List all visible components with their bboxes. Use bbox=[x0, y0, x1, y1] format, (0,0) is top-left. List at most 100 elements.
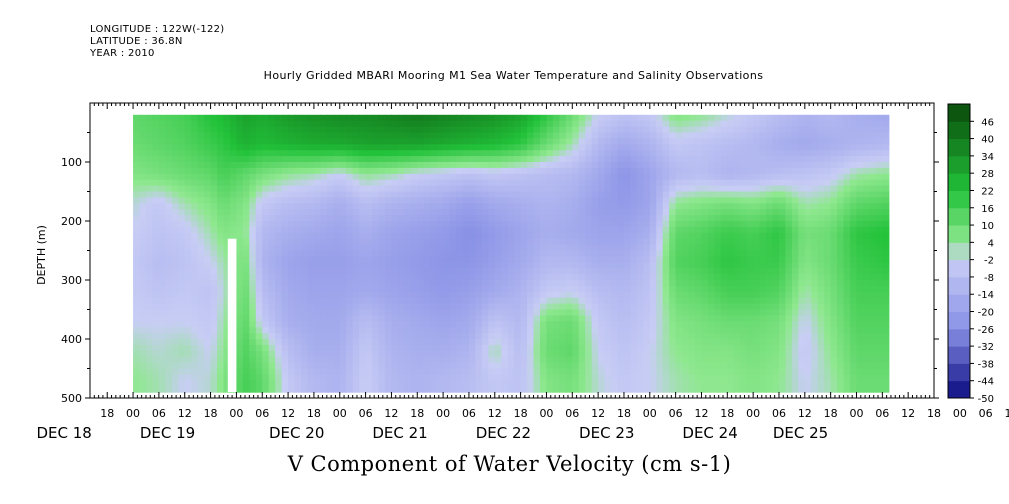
heatmap-cell bbox=[623, 291, 632, 299]
heatmap-cell bbox=[456, 297, 464, 305]
heatmap-cell bbox=[372, 315, 380, 322]
heatmap-cell bbox=[352, 226, 360, 234]
heatmap-cell bbox=[753, 209, 761, 216]
heatmap-cell bbox=[178, 173, 186, 181]
heatmap-cell bbox=[643, 244, 651, 252]
heatmap-cell bbox=[391, 362, 399, 370]
heatmap-cell bbox=[204, 356, 212, 364]
heatmap-cell bbox=[695, 368, 703, 375]
heatmap-cell bbox=[662, 297, 670, 305]
heatmap-cell bbox=[191, 126, 199, 134]
heatmap-cell bbox=[727, 185, 735, 193]
heatmap-cell bbox=[662, 167, 670, 175]
heatmap-cell bbox=[669, 215, 677, 222]
heatmap-cell bbox=[191, 197, 199, 204]
heatmap-cell bbox=[145, 126, 154, 134]
heatmap-cell bbox=[604, 215, 612, 222]
heatmap-cell bbox=[242, 256, 250, 263]
heatmap-cell bbox=[133, 173, 141, 181]
heatmap-cell bbox=[223, 238, 231, 246]
heatmap-cell bbox=[210, 173, 218, 181]
heatmap-cell bbox=[481, 339, 489, 346]
heatmap-cell bbox=[139, 350, 147, 358]
heatmap-cell bbox=[217, 132, 225, 139]
heatmap-cell bbox=[191, 380, 199, 387]
heatmap-cell bbox=[462, 144, 470, 151]
heatmap-cell bbox=[746, 232, 754, 240]
heatmap-cell bbox=[359, 303, 367, 311]
heatmap-cell bbox=[598, 297, 606, 305]
heatmap-cell bbox=[223, 232, 231, 240]
heatmap-cell bbox=[791, 350, 799, 358]
heatmap-cell bbox=[397, 285, 405, 293]
heatmap-cell bbox=[682, 179, 690, 187]
heatmap-cell bbox=[727, 250, 735, 257]
heatmap-cell bbox=[552, 232, 560, 240]
heatmap-cell bbox=[139, 309, 147, 316]
heatmap-cell bbox=[468, 256, 476, 263]
heatmap-cell bbox=[649, 132, 657, 139]
heatmap-cell bbox=[359, 209, 367, 216]
heatmap-cell bbox=[223, 350, 231, 358]
heatmap-cell bbox=[288, 209, 296, 216]
heatmap-cell bbox=[552, 173, 560, 181]
heatmap-cell bbox=[656, 333, 664, 340]
heatmap-cell bbox=[443, 356, 451, 364]
heatmap-cell bbox=[281, 221, 289, 228]
heatmap-cell bbox=[145, 333, 154, 340]
heatmap-cell bbox=[145, 232, 154, 240]
heatmap-cell bbox=[578, 309, 586, 316]
heatmap-cell bbox=[268, 221, 276, 228]
heatmap-cell bbox=[494, 380, 502, 387]
heatmap-cell bbox=[307, 333, 315, 340]
heatmap-cell bbox=[753, 203, 761, 210]
heatmap-cell bbox=[695, 350, 703, 358]
heatmap-cell bbox=[501, 339, 509, 346]
heatmap-cell bbox=[171, 250, 179, 257]
heatmap-cell bbox=[598, 226, 606, 234]
heatmap-cell bbox=[262, 350, 270, 358]
heatmap-cell bbox=[294, 244, 302, 252]
heatmap-cell bbox=[811, 285, 819, 293]
heatmap-cell bbox=[475, 262, 483, 269]
heatmap-cell bbox=[449, 315, 457, 322]
heatmap-cell bbox=[468, 114, 476, 122]
heatmap-cell bbox=[468, 226, 476, 234]
heatmap-cell bbox=[346, 167, 354, 175]
heatmap-cell bbox=[507, 380, 515, 387]
heatmap-cell bbox=[139, 209, 147, 216]
heatmap-cell bbox=[669, 368, 677, 375]
heatmap-cell bbox=[695, 374, 703, 381]
heatmap-cell bbox=[662, 226, 670, 234]
heatmap-cell bbox=[410, 280, 418, 287]
heatmap-cell bbox=[785, 250, 793, 257]
heatmap-cell bbox=[643, 339, 651, 346]
heatmap-cell bbox=[223, 268, 231, 275]
heatmap-cell bbox=[785, 285, 793, 293]
heatmap-cell bbox=[598, 303, 606, 311]
heatmap-cell bbox=[178, 268, 186, 275]
heatmap-cell bbox=[456, 386, 464, 393]
heatmap-cell bbox=[320, 262, 328, 269]
heatmap-cell bbox=[669, 297, 677, 305]
heatmap-cell bbox=[643, 203, 651, 210]
heatmap-cell bbox=[165, 132, 173, 139]
heatmap-cell bbox=[165, 215, 173, 222]
heatmap-cell bbox=[766, 150, 774, 157]
heatmap-cell bbox=[682, 114, 690, 122]
heatmap-cell bbox=[449, 250, 457, 257]
heatmap-cell bbox=[617, 350, 625, 358]
heatmap-cell bbox=[546, 150, 554, 157]
heatmap-cell bbox=[636, 156, 644, 163]
heatmap-cell bbox=[171, 315, 179, 322]
heatmap-cell bbox=[552, 374, 560, 381]
heatmap-cell bbox=[791, 321, 799, 328]
heatmap-cell bbox=[811, 280, 819, 287]
heatmap-cell bbox=[527, 327, 535, 334]
heatmap-cell bbox=[688, 256, 696, 263]
heatmap-cell bbox=[152, 368, 160, 375]
heatmap-cell bbox=[617, 327, 625, 334]
heatmap-cell bbox=[456, 138, 464, 145]
heatmap-cell bbox=[171, 344, 179, 352]
heatmap-cell bbox=[210, 120, 218, 128]
